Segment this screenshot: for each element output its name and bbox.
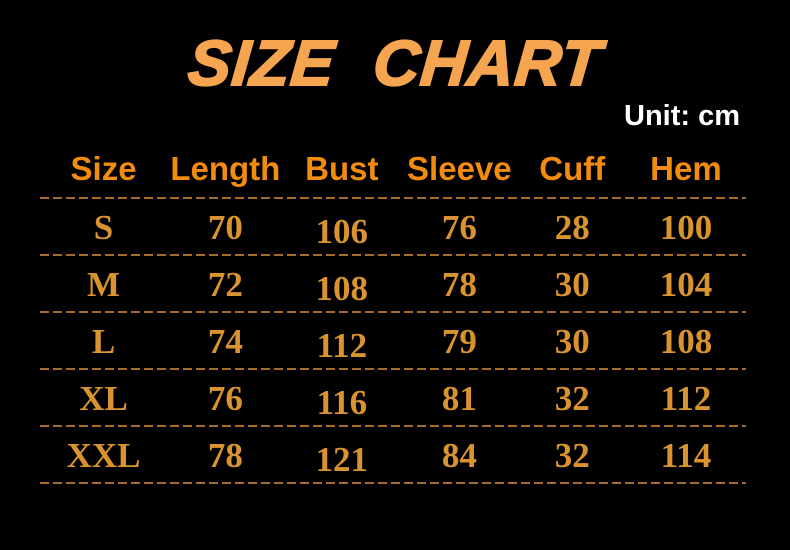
unit-label: Unit: cm <box>624 100 740 133</box>
size-cell: L <box>91 321 116 361</box>
table-header-row: Size Length Bust Sleeve Cuff Hem <box>40 139 746 200</box>
column-header-sleeve: Sleeve <box>407 150 512 188</box>
page-title: SIZE CHART <box>184 26 605 100</box>
size-cell: S <box>93 207 114 247</box>
value-cell: 30 <box>554 321 590 361</box>
table-row-l: L 74 112 79 30 108 <box>40 313 746 371</box>
column-header-bust: Bust <box>305 150 379 188</box>
table-row-m: M 72 108 78 30 104 <box>40 256 746 314</box>
size-cell: XXL <box>66 435 141 475</box>
table-row-xxl: XXL 78 121 84 32 114 <box>40 427 746 485</box>
value-cell: 30 <box>554 264 590 304</box>
column-header-hem: Hem <box>650 150 722 188</box>
value-cell: 84 <box>441 435 477 475</box>
value-cell: 100 <box>659 207 713 247</box>
value-cell: 114 <box>660 435 712 475</box>
value-cell: 78 <box>207 435 243 475</box>
value-cell: 121 <box>315 439 369 479</box>
table-row-xl: XL 76 116 81 32 112 <box>40 370 746 428</box>
value-cell: 32 <box>554 435 590 475</box>
column-header-cuff: Cuff <box>539 150 606 188</box>
value-cell: 72 <box>207 264 243 304</box>
size-table: Size Length Bust Sleeve Cuff Hem S 70 10… <box>40 139 746 485</box>
value-cell: 112 <box>660 378 712 418</box>
value-cell: 79 <box>441 321 477 361</box>
column-header-size: Size <box>70 150 137 188</box>
column-header-length: Length <box>170 150 281 188</box>
value-cell: 108 <box>659 321 713 361</box>
value-cell: 116 <box>316 382 368 422</box>
value-cell: 106 <box>315 211 369 251</box>
value-cell: 74 <box>207 321 243 361</box>
value-cell: 108 <box>315 268 369 308</box>
value-cell: 70 <box>207 207 243 247</box>
value-cell: 76 <box>207 378 243 418</box>
value-cell: 32 <box>554 378 590 418</box>
value-cell: 76 <box>441 207 477 247</box>
size-cell: XL <box>79 378 128 418</box>
size-cell: M <box>87 264 121 304</box>
value-cell: 28 <box>554 207 590 247</box>
value-cell: 104 <box>659 264 713 304</box>
table-row-s: S 70 106 76 28 100 <box>40 199 746 257</box>
value-cell: 81 <box>441 378 477 418</box>
value-cell: 78 <box>441 264 477 304</box>
value-cell: 112 <box>316 325 368 365</box>
